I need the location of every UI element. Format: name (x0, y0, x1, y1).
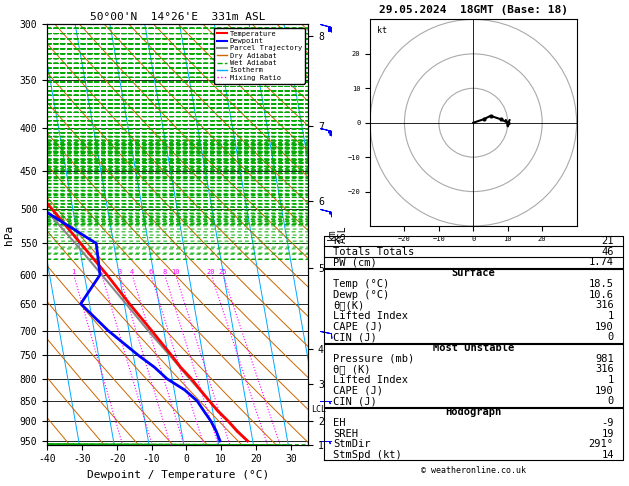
Text: 1: 1 (72, 269, 76, 275)
Text: Totals Totals: Totals Totals (333, 247, 414, 257)
Text: Pressure (mb): Pressure (mb) (333, 354, 414, 364)
Text: 291°: 291° (589, 439, 614, 449)
Text: 190: 190 (595, 322, 614, 331)
Text: θᴄ(K): θᴄ(K) (333, 300, 364, 310)
Text: Most Unstable: Most Unstable (433, 343, 514, 353)
X-axis label: Dewpoint / Temperature (°C): Dewpoint / Temperature (°C) (87, 470, 269, 480)
Text: CAPE (J): CAPE (J) (333, 322, 383, 331)
Text: 10.6: 10.6 (589, 290, 614, 299)
Text: 3: 3 (117, 269, 121, 275)
Text: LCL: LCL (311, 405, 326, 414)
Text: CIN (J): CIN (J) (333, 397, 377, 406)
Text: Lifted Index: Lifted Index (333, 375, 408, 385)
Text: K: K (333, 236, 339, 246)
Text: 6: 6 (149, 269, 153, 275)
Text: Surface: Surface (452, 268, 495, 278)
Text: Temp (°C): Temp (°C) (333, 279, 389, 289)
Text: 1.74: 1.74 (589, 258, 614, 267)
Legend: Temperature, Dewpoint, Parcel Trajectory, Dry Adiabat, Wet Adiabat, Isotherm, Mi: Temperature, Dewpoint, Parcel Trajectory… (214, 28, 304, 84)
Text: 2: 2 (100, 269, 104, 275)
Text: PW (cm): PW (cm) (333, 258, 377, 267)
Text: θᴄ (K): θᴄ (K) (333, 364, 370, 374)
Text: EH: EH (333, 418, 345, 428)
Y-axis label: km
ASL: km ASL (326, 226, 348, 243)
Text: 316: 316 (595, 364, 614, 374)
Text: CAPE (J): CAPE (J) (333, 386, 383, 396)
Text: 25: 25 (219, 269, 228, 275)
Text: 316: 316 (595, 300, 614, 310)
Text: 1: 1 (608, 375, 614, 385)
Text: 1: 1 (608, 311, 614, 321)
Text: -9: -9 (601, 418, 614, 428)
Text: 10: 10 (171, 269, 180, 275)
Text: 981: 981 (595, 354, 614, 364)
Text: 29.05.2024  18GMT (Base: 18): 29.05.2024 18GMT (Base: 18) (379, 4, 568, 15)
Text: 14: 14 (601, 450, 614, 460)
Text: © weatheronline.co.uk: © weatheronline.co.uk (421, 466, 526, 475)
Text: CIN (J): CIN (J) (333, 332, 377, 342)
Text: 0: 0 (608, 332, 614, 342)
Text: 19: 19 (601, 429, 614, 438)
Text: Hodograph: Hodograph (445, 407, 501, 417)
Text: Lifted Index: Lifted Index (333, 311, 408, 321)
Text: 0: 0 (608, 397, 614, 406)
Text: 20: 20 (207, 269, 216, 275)
Text: 21: 21 (601, 236, 614, 246)
Text: SREH: SREH (333, 429, 358, 438)
Text: 46: 46 (601, 247, 614, 257)
Text: 4: 4 (130, 269, 135, 275)
Text: StmSpd (kt): StmSpd (kt) (333, 450, 402, 460)
Text: StmDir: StmDir (333, 439, 370, 449)
Text: kt: kt (377, 26, 387, 35)
Text: 190: 190 (595, 386, 614, 396)
Text: 18.5: 18.5 (589, 279, 614, 289)
Text: 8: 8 (162, 269, 167, 275)
Text: Dewp (°C): Dewp (°C) (333, 290, 389, 299)
Y-axis label: hPa: hPa (4, 225, 14, 244)
Title: 50°00'N  14°26'E  331m ASL: 50°00'N 14°26'E 331m ASL (90, 12, 265, 22)
